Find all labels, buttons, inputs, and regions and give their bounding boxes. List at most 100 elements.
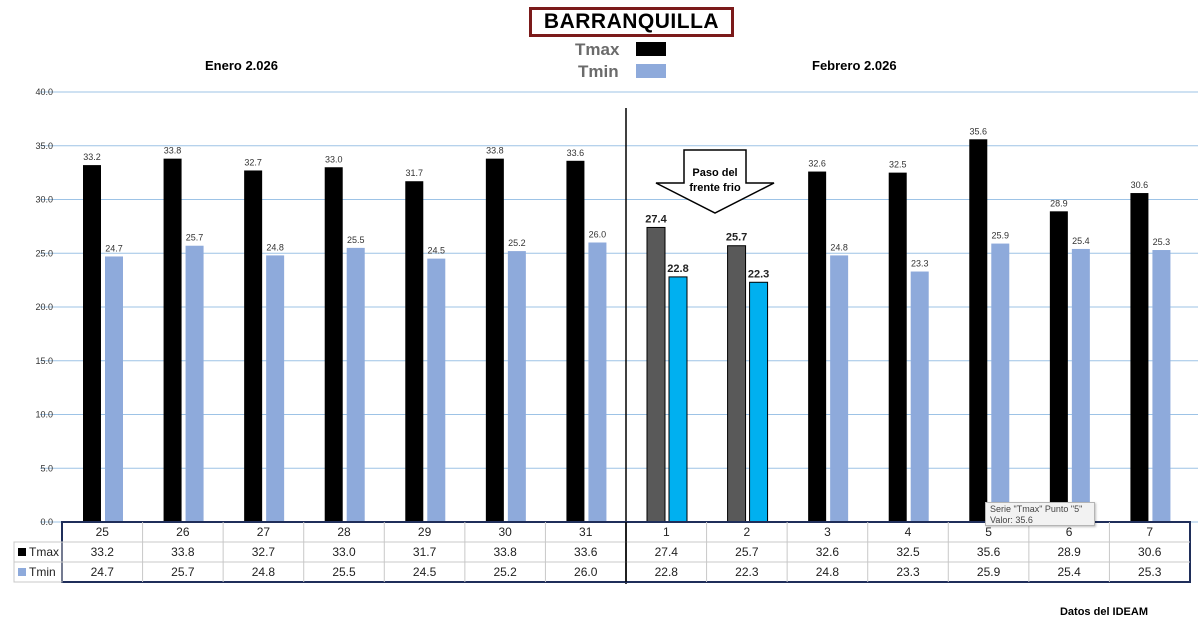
- data-point-tooltip: Serie "Tmax" Punto "5" Valor: 35.6: [985, 502, 1095, 526]
- tmin-data-label: 25.7: [186, 233, 204, 243]
- tmax-bar-31: [566, 160, 585, 523]
- tmax-data-label: 33.8: [164, 146, 182, 156]
- table-series-name: Tmax: [29, 545, 59, 559]
- table-value-cell: 24.7: [91, 565, 115, 579]
- table-value-cell: 33.6: [574, 545, 598, 559]
- table-value-cell: 25.7: [735, 545, 759, 559]
- month-label-february: Febrero 2.026: [812, 58, 897, 73]
- tmin-data-label: 22.8: [667, 263, 688, 275]
- tmax-data-label: 33.6: [567, 148, 585, 158]
- tmin-data-label: 25.9: [992, 231, 1010, 241]
- tmax-bar-4: [888, 172, 907, 522]
- x-tick-label: 1: [663, 525, 670, 539]
- table-value-cell: 26.0: [574, 565, 598, 579]
- x-tick-label: 28: [337, 525, 351, 539]
- tmin-bar-7: [1152, 250, 1171, 522]
- tmax-bar-29: [405, 181, 424, 522]
- annotation-line-2: frente frio: [689, 182, 741, 194]
- x-tick-label: 29: [418, 525, 432, 539]
- x-tick-label: 5: [985, 525, 992, 539]
- table-value-cell: 25.4: [1057, 565, 1081, 579]
- table-value-cell: 23.3: [896, 565, 920, 579]
- table-value-cell: 33.8: [493, 545, 517, 559]
- tmin-data-label: 26.0: [589, 230, 607, 240]
- tmax-bar-1: [646, 226, 666, 523]
- x-tick-label: 4: [905, 525, 912, 539]
- tmax-data-label: 33.8: [486, 146, 504, 156]
- table-series-name: Tmin: [29, 565, 56, 579]
- tmax-bar-5: [969, 139, 988, 523]
- table-value-cell: 25.3: [1138, 565, 1162, 579]
- table-value-cell: 25.2: [493, 565, 517, 579]
- table-value-cell: 24.8: [252, 565, 276, 579]
- table-value-cell: 24.5: [413, 565, 437, 579]
- tmin-data-label: 25.3: [1153, 237, 1171, 247]
- tmin-data-label: 24.8: [830, 242, 848, 252]
- legend-swatch-tmin: [636, 64, 666, 78]
- tmin-data-label: 24.5: [428, 246, 446, 256]
- table-value-cell: 22.3: [735, 565, 759, 579]
- table-value-cell: 32.7: [252, 545, 276, 559]
- y-tick-label: 0.0: [40, 517, 53, 527]
- table-value-cell: 28.9: [1057, 545, 1081, 559]
- y-tick-label: 20.0: [35, 302, 53, 312]
- tmax-bar-27: [244, 170, 263, 522]
- tooltip-value-line: Valor: 35.6: [990, 515, 1033, 525]
- tmax-bar-3: [808, 171, 827, 523]
- tmax-bar-25: [83, 165, 101, 522]
- table-value-cell: 24.8: [816, 565, 840, 579]
- table-value-cell: 35.6: [977, 545, 1001, 559]
- y-tick-label: 25.0: [35, 248, 53, 258]
- x-tick-label: 3: [824, 525, 831, 539]
- table-value-cell: 33.2: [91, 545, 115, 559]
- tmin-bar-25: [105, 256, 123, 522]
- month-label-january: Enero 2.026: [205, 58, 278, 73]
- tmin-bar-31: [588, 242, 607, 522]
- tmin-bar-30: [507, 251, 526, 522]
- tmax-data-label: 32.7: [244, 157, 262, 167]
- tmin-data-label: 22.3: [748, 268, 769, 280]
- table-value-cell: 33.8: [171, 545, 195, 559]
- chart-title: BARRANQUILLA: [529, 7, 734, 37]
- y-tick-label: 40.0: [35, 87, 53, 97]
- tmin-data-label: 25.4: [1072, 236, 1090, 246]
- tmax-bar-28: [324, 167, 343, 522]
- table-legend-key: [18, 568, 26, 576]
- tmax-bar-7: [1130, 193, 1149, 523]
- x-tick-label: 27: [257, 525, 271, 539]
- tmin-bar-6: [1071, 248, 1090, 522]
- table-value-cell: 32.5: [896, 545, 920, 559]
- tmax-data-label: 25.7: [726, 232, 747, 244]
- tmin-bar-29: [427, 258, 446, 522]
- tmax-data-label: 31.7: [406, 168, 424, 178]
- x-tick-label: 2: [744, 525, 751, 539]
- tmax-data-label: 32.5: [889, 160, 907, 170]
- tmin-bar-3: [830, 255, 849, 522]
- annotation-line-1: Paso del: [692, 167, 737, 179]
- tmin-bar-4: [910, 271, 929, 522]
- tmin-data-label: 23.3: [911, 259, 929, 269]
- tmax-bar-30: [485, 158, 504, 522]
- x-tick-label: 30: [498, 525, 512, 539]
- tmin-data-label: 25.5: [347, 235, 365, 245]
- x-tick-label: 7: [1146, 525, 1153, 539]
- tmax-data-label: 33.2: [83, 152, 101, 162]
- legend-label-tmax: Tmax: [575, 40, 620, 59]
- y-tick-label: 10.0: [35, 410, 53, 420]
- tmax-data-label: 33.0: [325, 154, 343, 164]
- tmin-data-label: 24.8: [266, 242, 284, 252]
- tmax-data-label: 32.6: [808, 159, 826, 169]
- x-tick-label: 31: [579, 525, 593, 539]
- y-tick-label: 15.0: [35, 356, 53, 366]
- legend-label-tmin: Tmin: [578, 62, 619, 81]
- down-arrow-icon: [655, 149, 775, 214]
- tmax-data-label: 35.6: [970, 126, 988, 136]
- tmin-data-label: 24.7: [105, 243, 123, 253]
- tmax-bar-26: [163, 158, 182, 522]
- y-tick-label: 5.0: [40, 463, 53, 473]
- table-value-cell: 33.0: [332, 545, 356, 559]
- tmin-bar-2: [749, 281, 769, 523]
- tmin-bar-28: [346, 247, 365, 522]
- table-value-cell: 25.5: [332, 565, 356, 579]
